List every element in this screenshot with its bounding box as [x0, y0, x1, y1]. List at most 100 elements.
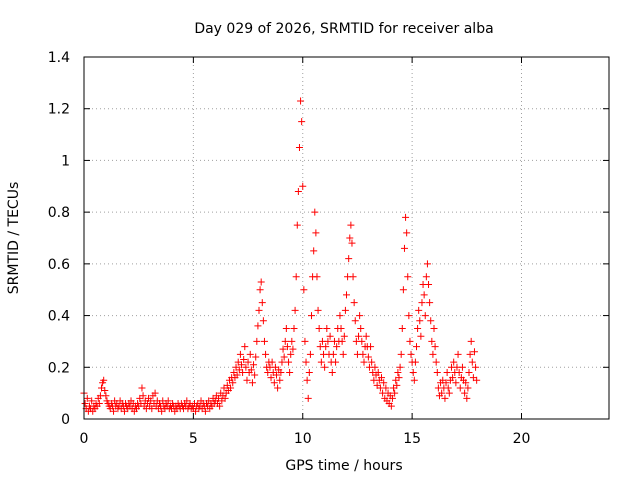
- x-tick-label: 10: [294, 431, 312, 447]
- data-point: [406, 337, 414, 345]
- data-point: [151, 389, 159, 397]
- data-point: [258, 299, 266, 307]
- data-point: [388, 394, 396, 402]
- data-point: [270, 379, 278, 387]
- data-point: [465, 368, 473, 376]
- data-point: [396, 363, 404, 371]
- data-point: [303, 376, 311, 384]
- data-point: [246, 350, 254, 358]
- data-point: [244, 358, 252, 366]
- data-point: [300, 286, 308, 294]
- data-point: [367, 343, 375, 351]
- data-point: [405, 312, 413, 320]
- data-point: [287, 350, 295, 358]
- data-point: [394, 368, 402, 376]
- data-point: [338, 337, 346, 345]
- data-point: [328, 368, 336, 376]
- data-point: [329, 350, 337, 358]
- data-point: [347, 221, 355, 229]
- data-point: [101, 387, 109, 395]
- data-point: [441, 394, 449, 402]
- data-points-layer: [80, 97, 481, 415]
- data-point: [279, 345, 287, 353]
- grid-layer: [84, 57, 609, 419]
- data-point: [310, 247, 318, 255]
- data-point: [348, 239, 356, 247]
- data-point: [462, 379, 470, 387]
- y-tick-label: 0.6: [48, 257, 70, 273]
- data-point: [343, 291, 350, 299]
- data-point: [314, 306, 322, 314]
- data-point: [260, 337, 268, 345]
- data-point: [420, 291, 428, 299]
- data-point: [415, 306, 423, 314]
- data-point: [398, 325, 406, 332]
- data-point: [416, 317, 424, 325]
- data-point: [259, 317, 267, 325]
- data-point: [201, 407, 209, 415]
- data-point: [422, 273, 430, 281]
- data-point: [308, 312, 315, 320]
- data-point: [364, 353, 372, 361]
- data-point: [304, 394, 312, 402]
- data-point: [242, 363, 250, 371]
- data-point: [233, 371, 241, 379]
- data-point: [340, 332, 348, 340]
- data-point: [461, 389, 469, 397]
- data-point: [83, 394, 91, 402]
- data-point: [429, 350, 437, 358]
- data-point: [315, 325, 323, 332]
- data-point: [280, 353, 288, 361]
- data-point: [336, 312, 344, 320]
- y-tick-label: 0: [61, 412, 70, 428]
- data-point: [238, 361, 245, 369]
- data-point: [371, 363, 379, 371]
- y-tick-label: 1.2: [48, 102, 70, 118]
- data-point: [456, 384, 464, 392]
- data-point: [290, 325, 298, 332]
- data-point: [148, 405, 156, 413]
- data-point: [289, 345, 297, 353]
- data-point: [250, 361, 258, 369]
- data-point: [281, 337, 289, 345]
- data-point: [297, 97, 305, 105]
- data-point: [262, 350, 270, 358]
- data-point: [312, 229, 320, 237]
- data-point: [417, 332, 425, 340]
- data-point: [413, 343, 420, 351]
- y-tick-label: 0.8: [48, 205, 70, 221]
- data-point: [470, 348, 478, 356]
- data-point: [306, 350, 314, 358]
- data-point: [254, 322, 262, 330]
- data-point: [100, 376, 108, 384]
- x-tick-label: 15: [403, 431, 421, 447]
- data-point: [346, 234, 354, 242]
- data-point: [443, 368, 451, 376]
- data-point: [382, 384, 390, 392]
- data-point: [399, 286, 407, 294]
- data-point: [88, 397, 96, 405]
- data-point: [139, 392, 147, 400]
- data-point: [472, 363, 480, 371]
- data-point: [324, 337, 332, 345]
- data-point: [427, 317, 435, 325]
- data-point: [241, 343, 249, 351]
- data-point: [464, 384, 472, 392]
- data-point: [267, 374, 275, 382]
- data-point: [359, 350, 367, 358]
- data-point: [404, 273, 412, 281]
- data-point: [351, 317, 359, 325]
- data-point: [301, 337, 309, 345]
- data-point: [311, 208, 319, 216]
- data-point: [236, 350, 244, 358]
- data-point: [423, 260, 431, 268]
- data-point: [322, 343, 330, 351]
- data-point: [368, 358, 376, 366]
- data-point: [374, 368, 382, 376]
- data-point: [395, 374, 403, 382]
- data-point: [110, 407, 118, 415]
- data-point: [337, 325, 345, 332]
- data-point: [81, 399, 89, 407]
- data-point: [410, 376, 418, 384]
- data-point: [400, 244, 408, 252]
